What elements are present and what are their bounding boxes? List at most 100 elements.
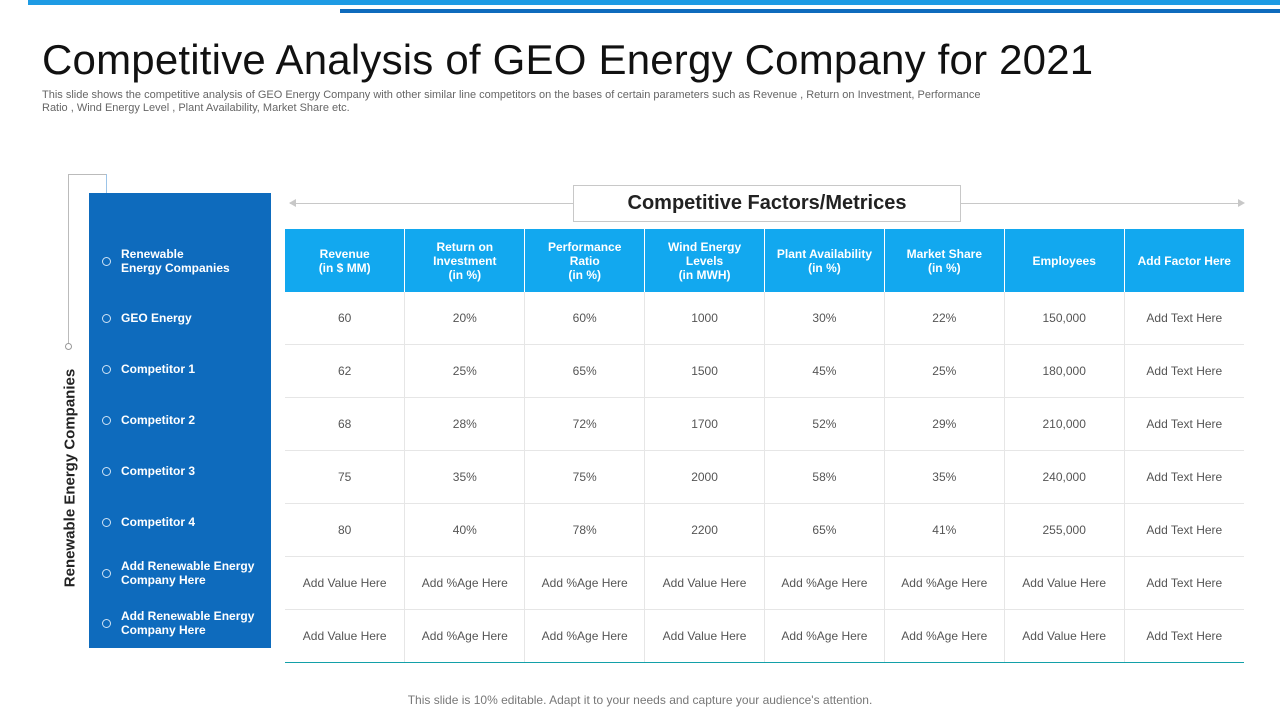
table-cell: Add %Age Here bbox=[884, 556, 1005, 610]
table-cell: 60% bbox=[524, 292, 646, 345]
bullet-dot-icon bbox=[102, 256, 111, 266]
table-cell: 35% bbox=[884, 450, 1005, 504]
table-cell: Add Value Here bbox=[644, 556, 765, 610]
table-cell: Add %Age Here bbox=[524, 556, 646, 610]
metrics-table: Revenue (in $ MM) Return on Investment (… bbox=[285, 229, 1244, 663]
table-cell: Add Value Here bbox=[1004, 609, 1125, 663]
table-cell: 65% bbox=[764, 503, 885, 557]
table-cell: 65% bbox=[524, 344, 646, 398]
table-cell: 210,000 bbox=[1004, 397, 1125, 451]
bullet-dot-icon bbox=[102, 364, 111, 374]
table-cell: Add Value Here bbox=[285, 556, 406, 610]
table-row: Add Value Here Add %Age Here Add %Age He… bbox=[285, 609, 1244, 663]
table-cell: 20% bbox=[404, 292, 526, 345]
table-cell: 22% bbox=[884, 292, 1005, 345]
column-header: Wind Energy Levels (in MWH) bbox=[644, 229, 765, 292]
table-cell: 62 bbox=[285, 344, 406, 398]
table-cell: Add %Age Here bbox=[764, 556, 885, 610]
table-cell: Add Text Here bbox=[1124, 397, 1244, 451]
table-cell: 1500 bbox=[644, 344, 765, 398]
table-cell: Add %Age Here bbox=[524, 609, 646, 663]
table-row: 75 35% 75% 2000 58% 35% 240,000 Add Text… bbox=[285, 450, 1244, 504]
table-cell: Add %Age Here bbox=[884, 609, 1005, 663]
vertical-axis-label: Renewable Energy Companies bbox=[61, 368, 79, 588]
table-row: 60 20% 60% 1000 30% 22% 150,000 Add Text… bbox=[285, 292, 1244, 345]
table-cell: 25% bbox=[404, 344, 526, 398]
table-cell: 75 bbox=[285, 450, 406, 504]
bracket-dot bbox=[65, 343, 72, 350]
column-header: Employees bbox=[1004, 229, 1125, 292]
bracket-horizontal-line bbox=[68, 174, 106, 175]
bracket-vertical-line bbox=[68, 174, 69, 345]
column-header: Performance Ratio (in %) bbox=[524, 229, 646, 292]
table-cell: Add Text Here bbox=[1124, 450, 1244, 504]
table-cell: Add %Age Here bbox=[764, 609, 885, 663]
table-cell: 35% bbox=[404, 450, 526, 504]
company-label: Competitor 4 bbox=[121, 515, 196, 529]
table-cell: 180,000 bbox=[1004, 344, 1125, 398]
table-cell: 72% bbox=[524, 397, 646, 451]
table-row: Add Value Here Add %Age Here Add %Age He… bbox=[285, 556, 1244, 610]
table-cell: Add Text Here bbox=[1124, 292, 1244, 345]
table-cell: Add Text Here bbox=[1124, 344, 1244, 398]
table-cell: 1000 bbox=[644, 292, 765, 345]
column-header: Plant Availability (in %) bbox=[764, 229, 885, 292]
page-subtitle: This slide shows the competitive analysi… bbox=[42, 89, 981, 114]
table-cell: 78% bbox=[524, 503, 646, 557]
table-cell: 68 bbox=[285, 397, 406, 451]
table-cell: Add Text Here bbox=[1124, 503, 1244, 557]
table-cell: Add %Age Here bbox=[404, 556, 526, 610]
table-row: 68 28% 72% 1700 52% 29% 210,000 Add Text… bbox=[285, 397, 1244, 451]
bullet-dot-icon bbox=[102, 415, 111, 425]
table-header-row: Revenue (in $ MM) Return on Investment (… bbox=[285, 229, 1244, 292]
bullet-dot-icon bbox=[102, 568, 111, 578]
table-cell: 58% bbox=[764, 450, 885, 504]
company-label: Competitor 1 bbox=[121, 362, 196, 376]
company-label: Competitor 3 bbox=[121, 464, 196, 478]
arrow-right-icon bbox=[1238, 199, 1245, 207]
footer-note: This slide is 10% editable. Adapt it to … bbox=[407, 693, 873, 707]
table-cell: 45% bbox=[764, 344, 885, 398]
table-cell: Add Text Here bbox=[1124, 609, 1244, 663]
company-label: Competitor 2 bbox=[121, 413, 196, 427]
bullet-dot-icon bbox=[102, 517, 111, 527]
arrow-left-icon bbox=[289, 199, 296, 207]
table-row: 80 40% 78% 2200 65% 41% 255,000 Add Text… bbox=[285, 503, 1244, 557]
top-accent-bar bbox=[28, 0, 1280, 5]
table-cell: 2200 bbox=[644, 503, 765, 557]
table-cell: 29% bbox=[884, 397, 1005, 451]
column-header: Add Factor Here bbox=[1124, 229, 1244, 292]
table-cell: Add Text Here bbox=[1124, 556, 1244, 610]
company-label: Add Renewable Energy Company Here bbox=[121, 609, 255, 637]
bullet-dot-icon bbox=[102, 466, 111, 476]
table-cell: 150,000 bbox=[1004, 292, 1125, 345]
column-header: Return on Investment (in %) bbox=[404, 229, 526, 292]
table-cell: 75% bbox=[524, 450, 646, 504]
companies-panel: Renewable Energy Companies GEO Energy Co… bbox=[89, 193, 271, 648]
table-cell: 2000 bbox=[644, 450, 765, 504]
column-header: Revenue (in $ MM) bbox=[285, 229, 406, 292]
bullet-dot-icon bbox=[102, 618, 111, 628]
table-cell: Add Value Here bbox=[1004, 556, 1125, 610]
table-cell: 52% bbox=[764, 397, 885, 451]
table-cell: 30% bbox=[764, 292, 885, 345]
page-title: Competitive Analysis of GEO Energy Compa… bbox=[42, 36, 1094, 83]
table-cell: 80 bbox=[285, 503, 406, 557]
table-cell: 240,000 bbox=[1004, 450, 1125, 504]
company-label: GEO Energy bbox=[121, 311, 192, 325]
table-cell: 41% bbox=[884, 503, 1005, 557]
table-cell: 40% bbox=[404, 503, 526, 557]
top-accent-bar-dark bbox=[340, 9, 1280, 13]
column-header: Market Share (in %) bbox=[884, 229, 1005, 292]
table-cell: 28% bbox=[404, 397, 526, 451]
company-label: Add Renewable Energy Company Here bbox=[121, 559, 255, 587]
table-cell: Add Value Here bbox=[285, 609, 406, 663]
table-cell: 1700 bbox=[644, 397, 765, 451]
table-cell: 60 bbox=[285, 292, 406, 345]
table-cell: Add %Age Here bbox=[404, 609, 526, 663]
table-cell: Add Value Here bbox=[644, 609, 765, 663]
companies-header-label: Renewable Energy Companies bbox=[121, 247, 230, 275]
table-cell: 25% bbox=[884, 344, 1005, 398]
table-cell: 255,000 bbox=[1004, 503, 1125, 557]
factors-title: Competitive Factors/Metrices bbox=[573, 185, 961, 222]
